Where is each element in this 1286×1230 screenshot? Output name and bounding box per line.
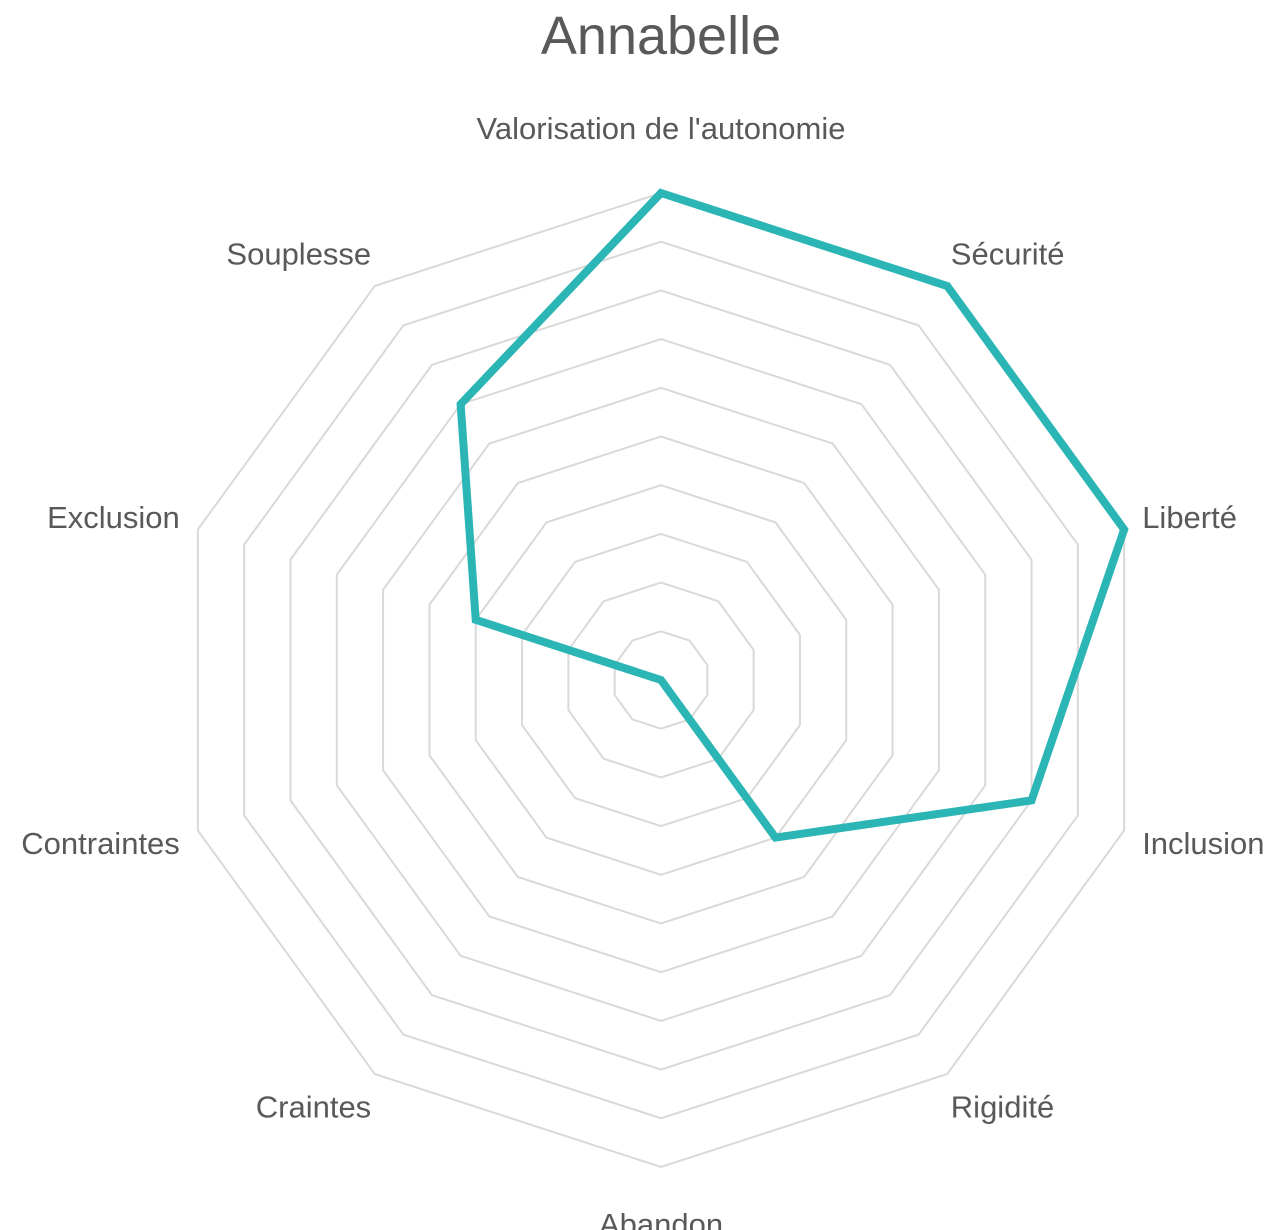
grid-ring <box>613 630 709 730</box>
grid-ring <box>289 289 1033 1071</box>
category-label: Valorisation de l'autonomie <box>477 111 846 146</box>
category-label: Souplesse <box>226 237 371 272</box>
grid-ring <box>335 338 987 1022</box>
category-label: Liberté <box>1142 500 1237 535</box>
grid-ring <box>567 581 755 779</box>
category-label: Exclusion <box>47 500 180 535</box>
chart-title: Annabelle <box>541 6 781 66</box>
category-label: Inclusion <box>1142 826 1264 861</box>
grid-rings <box>196 191 1126 1169</box>
series-line <box>456 188 1129 842</box>
category-label: Sécurité <box>951 237 1065 272</box>
category-labels: Valorisation de l'autonomie Sécurité Liber… <box>21 111 1264 1230</box>
category-label: Craintes <box>256 1089 371 1124</box>
grid-ring <box>521 532 801 828</box>
category-label: Contraintes <box>21 826 180 861</box>
category-label: Rigidité <box>951 1089 1054 1124</box>
grid-ring <box>382 386 940 974</box>
series-group <box>456 188 1129 842</box>
grid-ring <box>474 484 848 876</box>
grid-ring <box>243 240 1079 1120</box>
category-label: Abandon <box>599 1207 723 1230</box>
grid-ring <box>428 435 894 925</box>
